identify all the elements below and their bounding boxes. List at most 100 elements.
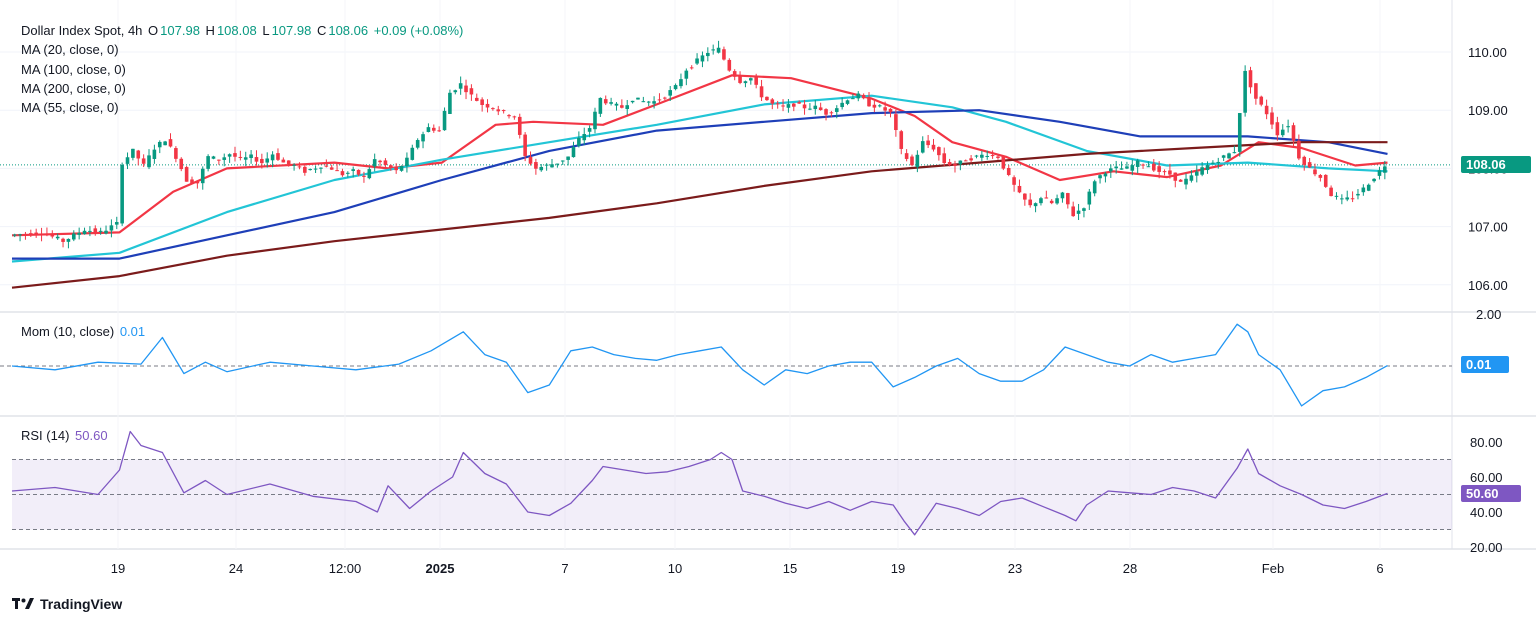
candle-body <box>867 97 871 107</box>
mom-legend: Mom (10, close) 0.01 <box>21 322 147 341</box>
candle-body <box>29 233 33 236</box>
rsi-tick-label: 20.00 <box>1470 540 1503 555</box>
candle-body <box>926 140 930 146</box>
candle-body <box>931 144 936 150</box>
candle-body <box>636 97 640 100</box>
candle-body <box>1259 96 1264 105</box>
candle-body <box>1098 175 1102 179</box>
candle-body <box>1383 166 1387 173</box>
candle-body <box>168 139 173 147</box>
candle-body <box>845 100 850 104</box>
candle-body <box>1157 166 1161 172</box>
candle-body <box>292 164 296 166</box>
candle-body <box>829 112 834 114</box>
candle-body <box>1184 178 1188 185</box>
candle-body <box>45 234 49 236</box>
candle-body <box>534 162 538 169</box>
candle-body <box>243 157 248 160</box>
candle-body <box>942 153 947 164</box>
candle-body <box>1066 193 1070 205</box>
candle-body <box>1216 161 1221 163</box>
candle-body <box>673 85 678 90</box>
candle-body <box>190 179 194 184</box>
candle-body <box>335 170 339 172</box>
candle-body <box>1372 178 1376 182</box>
candle-body <box>808 108 812 110</box>
candle-body <box>781 105 785 107</box>
candle-body <box>1017 185 1022 193</box>
candle-body <box>1130 165 1135 171</box>
candle-body <box>12 234 17 236</box>
candle-body <box>222 157 227 160</box>
rsi-band <box>12 459 1452 530</box>
candle-body <box>894 114 898 131</box>
candle-body <box>663 97 667 99</box>
candle-body <box>904 153 909 159</box>
candle-body <box>587 128 592 132</box>
candle-body <box>1071 206 1075 217</box>
candle-body <box>1361 187 1366 193</box>
candle-body <box>947 162 952 166</box>
candle-body <box>55 236 60 239</box>
candle-body <box>98 230 103 232</box>
candle-body <box>727 59 732 71</box>
candle-body <box>1329 187 1333 197</box>
high-label: H <box>205 23 215 38</box>
rsi-legend-label: RSI (14) <box>21 428 70 443</box>
candle-body <box>249 154 253 159</box>
candle-body <box>88 230 92 232</box>
candle-body <box>732 71 737 77</box>
candle-body <box>883 107 887 111</box>
candle-body <box>206 156 210 169</box>
price-tick-label: 109.00 <box>1468 103 1508 118</box>
candle-body <box>1114 166 1118 169</box>
candle-body <box>980 154 984 158</box>
candle-body <box>1049 200 1054 204</box>
candle-body <box>722 49 726 60</box>
candle-body <box>1323 174 1328 187</box>
candle-body <box>389 165 393 169</box>
candle-body <box>1001 156 1006 169</box>
candle-body <box>706 52 710 57</box>
candle-body <box>104 230 108 234</box>
candle-body <box>818 107 823 111</box>
candle-body <box>1178 179 1183 182</box>
candle-body <box>426 127 431 133</box>
candle-body <box>260 158 264 164</box>
candle-body <box>66 238 71 242</box>
mom-legend-value: 0.01 <box>119 324 146 339</box>
rsi-tick-label: 40.00 <box>1470 505 1503 520</box>
candle-body <box>512 116 517 118</box>
candle-body <box>109 225 114 231</box>
candle-body <box>770 99 775 104</box>
candle-body <box>329 167 334 170</box>
candle-body <box>501 110 506 112</box>
candle-body <box>34 232 38 235</box>
candle-body <box>963 160 968 162</box>
mom-tick-label: 2.00 <box>1476 307 1501 322</box>
price-tick-label: 110.00 <box>1468 45 1507 60</box>
x-tick-label: 6 <box>1376 561 1383 576</box>
candle-body <box>1168 170 1172 175</box>
candle-body <box>238 156 243 158</box>
candle-body <box>528 156 533 164</box>
candle-body <box>1055 198 1059 204</box>
tradingview-brand[interactable]: TradingView <box>12 596 122 612</box>
candle-body <box>1087 191 1092 205</box>
price-tick-label: 107.00 <box>1468 220 1508 235</box>
candle-body <box>469 88 474 95</box>
high-value: 108.08 <box>216 23 257 38</box>
candle-body <box>448 92 452 114</box>
candle-body <box>958 160 963 165</box>
x-tick-label: Feb <box>1262 561 1284 576</box>
close-value: 108.06 <box>328 23 369 38</box>
candle-body <box>668 90 673 96</box>
candle-body <box>410 147 415 160</box>
candle-body <box>491 108 495 110</box>
candle-body <box>1366 184 1371 191</box>
candle-body <box>802 104 807 109</box>
candle-body <box>18 234 22 236</box>
candle-body <box>297 166 302 168</box>
candle-body <box>1119 168 1124 170</box>
candle-body <box>711 49 715 51</box>
